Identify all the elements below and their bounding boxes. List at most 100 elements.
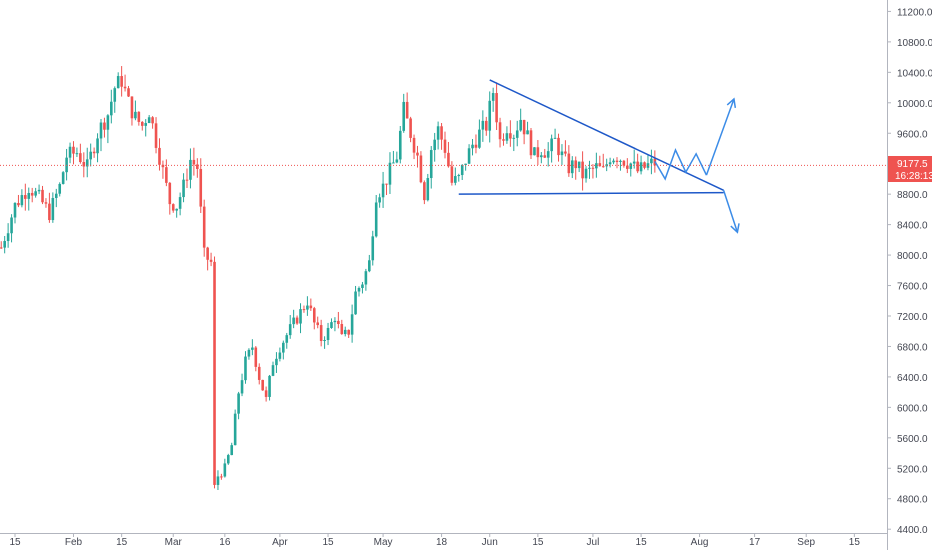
- candle-body: [395, 159, 399, 163]
- candle-body: [429, 150, 433, 179]
- candle-body: [433, 139, 436, 151]
- trend-line[interactable]: [489, 79, 724, 192]
- candle-body: [388, 162, 392, 185]
- candle-body: [374, 202, 378, 237]
- candle-body: [106, 115, 110, 130]
- projection-arrow[interactable]: [722, 190, 739, 233]
- candle-body: [79, 153, 82, 163]
- candle-body: [261, 379, 264, 391]
- candle-body: [268, 375, 271, 397]
- candle-body: [182, 179, 185, 198]
- candle-body: [68, 146, 72, 158]
- candle-body: [601, 166, 605, 168]
- candle-body: [58, 183, 62, 194]
- candle-body: [120, 76, 123, 87]
- candle-body: [636, 161, 639, 172]
- candle-body: [560, 151, 564, 156]
- drawings[interactable]: [458, 79, 740, 234]
- projection-path[interactable]: [654, 148, 708, 181]
- candle-body: [168, 182, 172, 205]
- time-tick-label: Feb: [65, 537, 83, 548]
- candle-body: [144, 123, 148, 126]
- candle-body: [577, 161, 581, 169]
- candle-body: [288, 324, 292, 336]
- price-tick-label: 10400.0: [897, 68, 932, 79]
- last-price-label: 9177.5: [897, 159, 928, 170]
- candle-body: [51, 197, 55, 221]
- candle-body: [460, 164, 464, 176]
- time-tick-label: 15: [849, 537, 861, 548]
- candle-body: [257, 366, 261, 380]
- candle-body: [178, 197, 182, 209]
- candle-body: [192, 159, 196, 165]
- price-tick-label: 4400.0: [897, 525, 928, 536]
- candle-body: [447, 152, 450, 167]
- candle-body: [454, 176, 457, 183]
- candle-body: [564, 151, 567, 154]
- candle-body: [282, 342, 285, 353]
- candle-body: [116, 76, 120, 89]
- arrow-head: [730, 223, 740, 234]
- candle-body: [264, 390, 268, 397]
- time-tick-label: 15: [116, 537, 128, 548]
- arrow-head: [726, 97, 737, 108]
- candle-body: [481, 120, 485, 130]
- candle-body: [519, 119, 522, 131]
- candle-body: [402, 101, 406, 131]
- candle-body: [251, 347, 254, 350]
- time-tick-label: 15: [9, 537, 21, 548]
- candle-body: [505, 133, 509, 141]
- candle-body: [522, 119, 526, 135]
- candle-body: [226, 455, 230, 464]
- candle-body: [467, 148, 471, 164]
- candle-body: [319, 325, 323, 341]
- candle-body: [302, 309, 306, 311]
- candle-body: [48, 203, 51, 221]
- candle-body: [140, 121, 144, 126]
- candle-body: [171, 204, 175, 211]
- candle-body: [209, 259, 213, 262]
- time-tick-label: Jun: [482, 537, 498, 548]
- price-tick-label: 10800.0: [897, 38, 932, 49]
- time-tick-label: 17: [749, 537, 761, 548]
- candle-body: [337, 320, 340, 325]
- candle-body: [502, 139, 505, 141]
- candle-body: [312, 308, 316, 323]
- candle-body: [457, 175, 461, 177]
- candle-body: [6, 233, 10, 242]
- candle-body: [113, 88, 117, 102]
- candle-body: [650, 158, 653, 164]
- time-tick-label: 15: [532, 537, 544, 548]
- price-tick-label: 7200.0: [897, 312, 928, 323]
- candles: [0, 66, 657, 490]
- candle-body: [24, 195, 27, 199]
- candle-body: [646, 163, 650, 168]
- candle-body: [17, 202, 20, 206]
- candle-body: [185, 179, 189, 181]
- candle-body: [405, 101, 409, 119]
- time-axis[interactable]: 15 Feb 15 Mar 16 Apr 15 May 18 Jun 15 Jul 15 Aug 17 Sep…: [9, 533, 860, 548]
- time-tick-label: 18: [436, 537, 448, 548]
- candle-body: [515, 130, 519, 138]
- price-tick-label: 10000.0: [897, 99, 932, 110]
- candle-body: [567, 153, 571, 174]
- projection-arrow[interactable]: [705, 98, 735, 176]
- candle-body: [130, 96, 134, 119]
- price-axis[interactable]: 4400.0 4800.0 5200.0 5600.0 6000.0 6400.0 6800…: [887, 7, 932, 536]
- candle-body: [381, 183, 385, 198]
- candle-body: [412, 137, 416, 153]
- candle-body: [134, 111, 137, 119]
- time-tick-label: Mar: [165, 537, 183, 548]
- price-tick-label: 6000.0: [897, 403, 928, 414]
- trend-line[interactable]: [458, 191, 724, 195]
- candle-body: [20, 195, 24, 206]
- candle-body: [639, 162, 643, 172]
- candle-body: [612, 160, 615, 163]
- candle-body: [44, 202, 48, 204]
- candle-body: [354, 291, 357, 315]
- candle-body: [629, 163, 633, 169]
- candle-body: [371, 236, 375, 261]
- candle-body: [230, 445, 234, 456]
